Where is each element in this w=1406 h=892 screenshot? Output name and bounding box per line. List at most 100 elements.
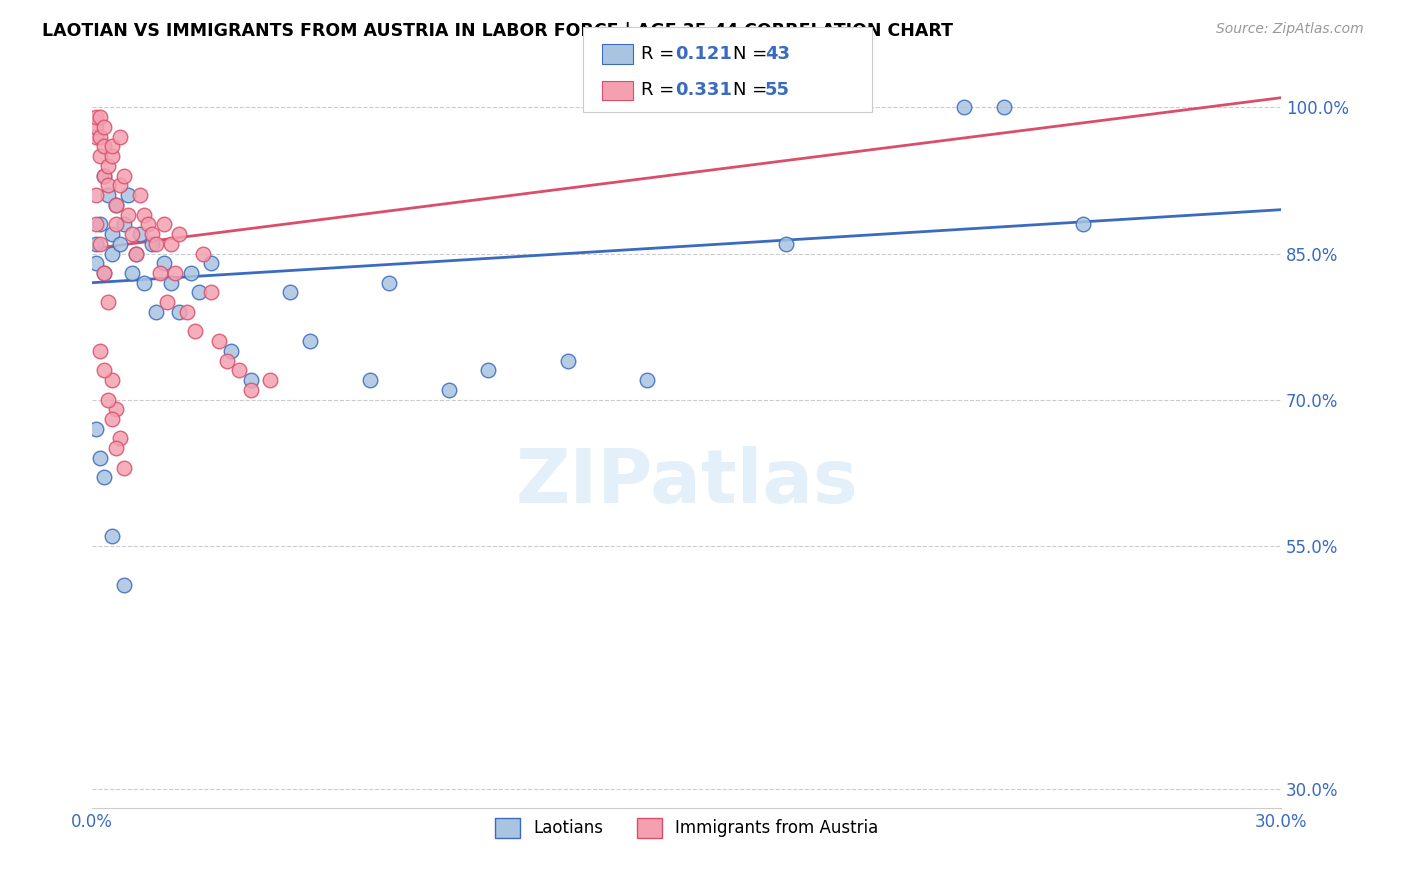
- Point: [993, 100, 1015, 114]
- Point: [84, 120, 107, 134]
- Point: [169, 227, 191, 241]
- Point: [89, 129, 111, 144]
- Point: [128, 188, 150, 202]
- Point: [84, 129, 107, 144]
- Point: [239, 373, 262, 387]
- Point: [84, 256, 107, 270]
- Point: [108, 129, 131, 144]
- Point: [108, 432, 131, 446]
- Text: 0.121: 0.121: [675, 45, 731, 63]
- Point: [108, 178, 131, 193]
- Point: [191, 246, 214, 260]
- Point: [636, 373, 658, 387]
- Point: [112, 460, 135, 475]
- Text: N =: N =: [733, 45, 772, 63]
- Point: [84, 110, 107, 124]
- Point: [437, 383, 460, 397]
- Point: [89, 217, 111, 231]
- Legend: Laotians, Immigrants from Austria: Laotians, Immigrants from Austria: [488, 811, 884, 845]
- Point: [200, 256, 222, 270]
- Point: [84, 422, 107, 436]
- Text: LAOTIAN VS IMMIGRANTS FROM AUSTRIA IN LABOR FORCE | AGE 35-44 CORRELATION CHART: LAOTIAN VS IMMIGRANTS FROM AUSTRIA IN LA…: [42, 22, 953, 40]
- Point: [97, 392, 120, 407]
- Point: [136, 217, 159, 231]
- Point: [228, 363, 250, 377]
- Point: [215, 353, 238, 368]
- Point: [93, 470, 115, 484]
- Text: N =: N =: [733, 81, 772, 99]
- Point: [188, 285, 211, 300]
- Point: [152, 256, 174, 270]
- Point: [148, 266, 170, 280]
- Text: R =: R =: [641, 45, 681, 63]
- Point: [278, 285, 301, 300]
- Point: [180, 266, 202, 280]
- Point: [145, 305, 167, 319]
- Point: [104, 217, 127, 231]
- Point: [239, 383, 262, 397]
- Text: R =: R =: [641, 81, 681, 99]
- Point: [89, 149, 111, 163]
- Point: [97, 178, 120, 193]
- Text: 43: 43: [765, 45, 790, 63]
- Point: [160, 236, 183, 251]
- Point: [125, 246, 148, 260]
- Point: [121, 227, 143, 241]
- Point: [953, 100, 976, 114]
- Point: [132, 208, 155, 222]
- Point: [97, 159, 120, 173]
- Point: [121, 266, 143, 280]
- Point: [477, 363, 499, 377]
- Point: [104, 198, 127, 212]
- Point: [101, 149, 124, 163]
- Point: [93, 363, 115, 377]
- Point: [101, 246, 124, 260]
- Point: [97, 188, 120, 202]
- Point: [112, 577, 135, 591]
- Point: [84, 217, 107, 231]
- Point: [156, 295, 179, 310]
- Point: [141, 236, 163, 251]
- Point: [112, 169, 135, 183]
- Point: [89, 110, 111, 124]
- Point: [89, 450, 111, 465]
- Point: [208, 334, 231, 348]
- Text: Source: ZipAtlas.com: Source: ZipAtlas.com: [1216, 22, 1364, 37]
- Point: [184, 325, 207, 339]
- Point: [104, 402, 127, 417]
- Point: [84, 236, 107, 251]
- Point: [299, 334, 322, 348]
- Point: [259, 373, 281, 387]
- Point: [93, 266, 115, 280]
- Point: [93, 139, 115, 153]
- Point: [132, 276, 155, 290]
- Point: [557, 353, 579, 368]
- Point: [176, 305, 198, 319]
- Point: [165, 266, 187, 280]
- Point: [101, 529, 124, 543]
- Point: [775, 236, 797, 251]
- Point: [101, 139, 124, 153]
- Point: [104, 198, 127, 212]
- Point: [112, 217, 135, 231]
- Point: [145, 236, 167, 251]
- Point: [93, 120, 115, 134]
- Text: 55: 55: [765, 81, 790, 99]
- Point: [89, 236, 111, 251]
- Point: [93, 169, 115, 183]
- Point: [1071, 217, 1094, 231]
- Point: [128, 227, 150, 241]
- Point: [141, 227, 163, 241]
- Text: ZIPatlas: ZIPatlas: [515, 446, 858, 519]
- Point: [93, 169, 115, 183]
- Point: [84, 188, 107, 202]
- Point: [200, 285, 222, 300]
- Point: [104, 441, 127, 455]
- Point: [101, 412, 124, 426]
- Point: [97, 295, 120, 310]
- Point: [101, 373, 124, 387]
- Point: [359, 373, 381, 387]
- Point: [117, 188, 139, 202]
- Point: [160, 276, 183, 290]
- Point: [101, 227, 124, 241]
